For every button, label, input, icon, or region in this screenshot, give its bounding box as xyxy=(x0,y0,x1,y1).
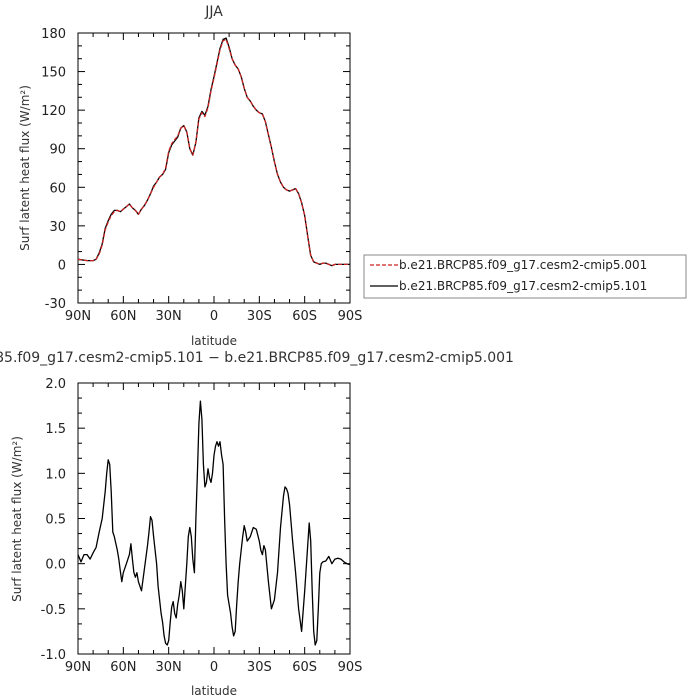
bottom-x-tick-label: 60N xyxy=(110,660,136,675)
bottom-y-tick-label: 1.5 xyxy=(45,422,66,437)
top-x-tick-label: 60N xyxy=(110,309,136,324)
top-x-axis-label: latitude xyxy=(191,334,237,348)
top-plot-frame xyxy=(77,32,351,304)
top-x-tick-label: 30S xyxy=(247,309,272,324)
top-series-lines xyxy=(77,37,350,267)
bottom-x-tick-label: 30N xyxy=(156,660,182,675)
top-x-tick-label: 30N xyxy=(156,309,182,324)
top-x-tick-label: 0 xyxy=(210,309,218,324)
bottom-plot-frame xyxy=(77,382,351,655)
top-chart-title: JJA xyxy=(204,4,223,20)
top-y-tick-label: 180 xyxy=(41,27,66,42)
bottom-chart-title: b.e21.BRCP85.f09_g17.cesm2-cmip5.101 − b… xyxy=(0,350,514,366)
top-y-tick-label: 90 xyxy=(49,143,66,158)
legend: b.e21.BRCP85.f09_g17.cesm2-cmip5.001 b.e… xyxy=(363,254,687,299)
bottom-x-tick-label: 90N xyxy=(65,660,91,675)
bottom-y-tick-label: 2.0 xyxy=(45,377,66,392)
top-y-tick-label: 120 xyxy=(41,104,66,119)
bottom-series-line-0 xyxy=(77,400,351,646)
bottom-y-tick-label: -0.5 xyxy=(41,603,66,618)
legend-entry-001: b.e21.BRCP85.f09_g17.cesm2-cmip5.001 xyxy=(399,258,647,272)
legend-box xyxy=(363,254,687,299)
top-y-axis-label: Surf latent heat flux (W/m²) xyxy=(18,85,32,251)
bottom-y-tick-label: 0.0 xyxy=(45,558,66,573)
bottom-y-tick-label: 0.5 xyxy=(45,513,66,528)
bottom-y-tick-label: -1.0 xyxy=(41,648,66,663)
bottom-y-tick-label: 1.0 xyxy=(45,467,66,482)
bottom-x-axis-label: latitude xyxy=(191,684,237,698)
bottom-x-tick-label: 90S xyxy=(338,660,363,675)
top-y-tick-label: -30 xyxy=(45,297,66,312)
bottom-x-tick-label: 0 xyxy=(210,660,218,675)
top-panel: JJA Surf latent heat flux (W/m²) latitud… xyxy=(18,4,362,348)
bottom-axes: 90N 60N 30N 0 30S 60S 90S -1.0 -0.5 0.0 0.5 1.0 1.5 2… xyxy=(41,377,363,675)
bottom-x-tick-label: 60S xyxy=(292,660,317,675)
top-x-tick-label: 90N xyxy=(65,309,91,324)
top-x-tick-label: 60S xyxy=(292,309,317,324)
bottom-y-axis-label: Surf latent heat flux (W/m²) xyxy=(10,436,24,602)
top-series-line-0 xyxy=(77,38,350,267)
bottom-series-lines xyxy=(77,400,351,646)
top-y-tick-label: 150 xyxy=(41,66,66,81)
legend-entry-101: b.e21.BRCP85.f09_g17.cesm2-cmip5.101 xyxy=(399,279,647,293)
bottom-panel: b.e21.BRCP85.f09_g17.cesm2-cmip5.101 − b… xyxy=(0,350,514,698)
top-y-tick-label: 0 xyxy=(58,258,66,273)
top-axes: 90N 60N 30N 0 30S 60S 90S -30 0 30 60 90 120 150 180 xyxy=(41,27,362,324)
top-y-tick-label: 60 xyxy=(49,181,66,196)
top-series-line-1 xyxy=(77,37,350,267)
top-x-tick-label: 90S xyxy=(338,309,363,324)
bottom-x-tick-label: 30S xyxy=(247,660,272,675)
top-y-tick-label: 30 xyxy=(49,220,66,235)
